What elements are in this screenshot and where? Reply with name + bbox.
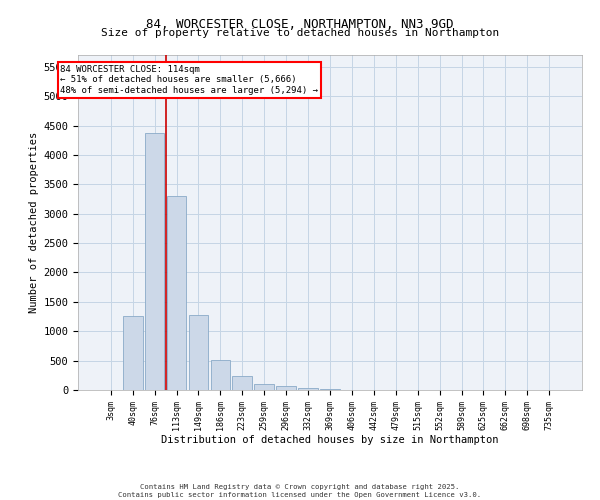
Text: 84, WORCESTER CLOSE, NORTHAMPTON, NN3 9GD: 84, WORCESTER CLOSE, NORTHAMPTON, NN3 9G… [146, 18, 454, 30]
Bar [232, 376, 252, 390]
Bar [320, 388, 340, 390]
Text: Size of property relative to detached houses in Northampton: Size of property relative to detached ho… [101, 28, 499, 38]
Bar [276, 386, 296, 390]
Bar [123, 316, 143, 390]
Bar [298, 388, 318, 390]
Bar [211, 360, 230, 390]
Text: 84 WORCESTER CLOSE: 114sqm
← 51% of detached houses are smaller (5,666)
48% of s: 84 WORCESTER CLOSE: 114sqm ← 51% of deta… [61, 65, 319, 95]
X-axis label: Distribution of detached houses by size in Northampton: Distribution of detached houses by size … [161, 436, 499, 446]
Bar [167, 196, 187, 390]
Bar [188, 316, 208, 390]
Y-axis label: Number of detached properties: Number of detached properties [29, 132, 39, 313]
Text: Contains HM Land Registry data © Crown copyright and database right 2025.
Contai: Contains HM Land Registry data © Crown c… [118, 484, 482, 498]
Bar [254, 384, 274, 390]
Bar [145, 133, 164, 390]
